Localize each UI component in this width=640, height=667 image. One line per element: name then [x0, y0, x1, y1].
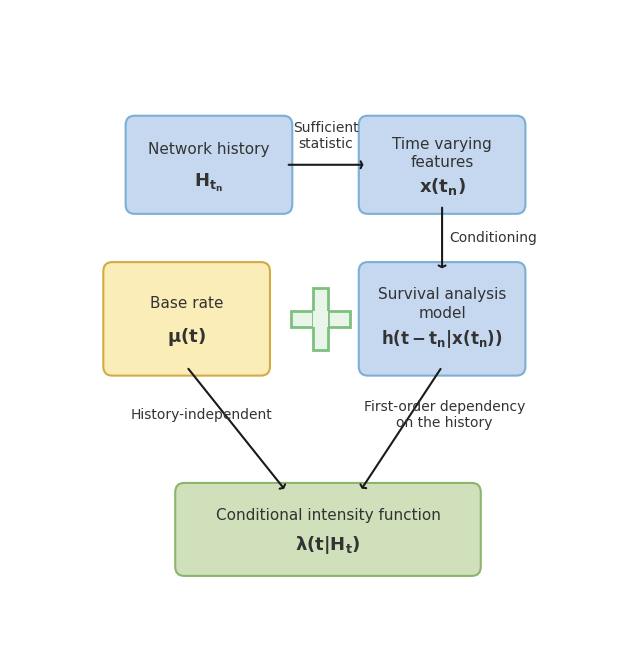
Text: Base rate: Base rate: [150, 296, 223, 311]
Text: $\mathbf{x(t_n)}$: $\mathbf{x(t_n)}$: [419, 176, 465, 197]
FancyBboxPatch shape: [359, 262, 525, 376]
Text: $\mathbf{h(t - t_n | x(t_n))}$: $\mathbf{h(t - t_n | x(t_n))}$: [381, 328, 503, 350]
Text: features: features: [410, 155, 474, 169]
Text: Network history: Network history: [148, 142, 269, 157]
Text: $\mathbf{H}_{\mathbf{t_n}}$: $\mathbf{H}_{\mathbf{t_n}}$: [195, 171, 223, 194]
Text: $\mathbf{\mu(t)}$: $\mathbf{\mu(t)}$: [167, 326, 206, 348]
FancyBboxPatch shape: [313, 288, 328, 350]
Text: Survival analysis: Survival analysis: [378, 287, 506, 301]
FancyBboxPatch shape: [291, 311, 350, 327]
FancyBboxPatch shape: [175, 483, 481, 576]
FancyBboxPatch shape: [313, 311, 328, 327]
FancyBboxPatch shape: [103, 262, 270, 376]
Text: Conditioning: Conditioning: [449, 231, 538, 245]
Text: Conditional intensity function: Conditional intensity function: [216, 508, 440, 522]
Text: model: model: [418, 306, 466, 321]
Text: $\mathbf{\lambda(t|H_t)}$: $\mathbf{\lambda(t|H_t)}$: [295, 534, 361, 556]
Text: First-order dependency
on the history: First-order dependency on the history: [364, 400, 525, 430]
Text: History-independent: History-independent: [131, 408, 273, 422]
Text: Sufficient
statistic: Sufficient statistic: [293, 121, 359, 151]
FancyBboxPatch shape: [125, 116, 292, 214]
FancyBboxPatch shape: [359, 116, 525, 214]
Text: Time varying: Time varying: [392, 137, 492, 151]
